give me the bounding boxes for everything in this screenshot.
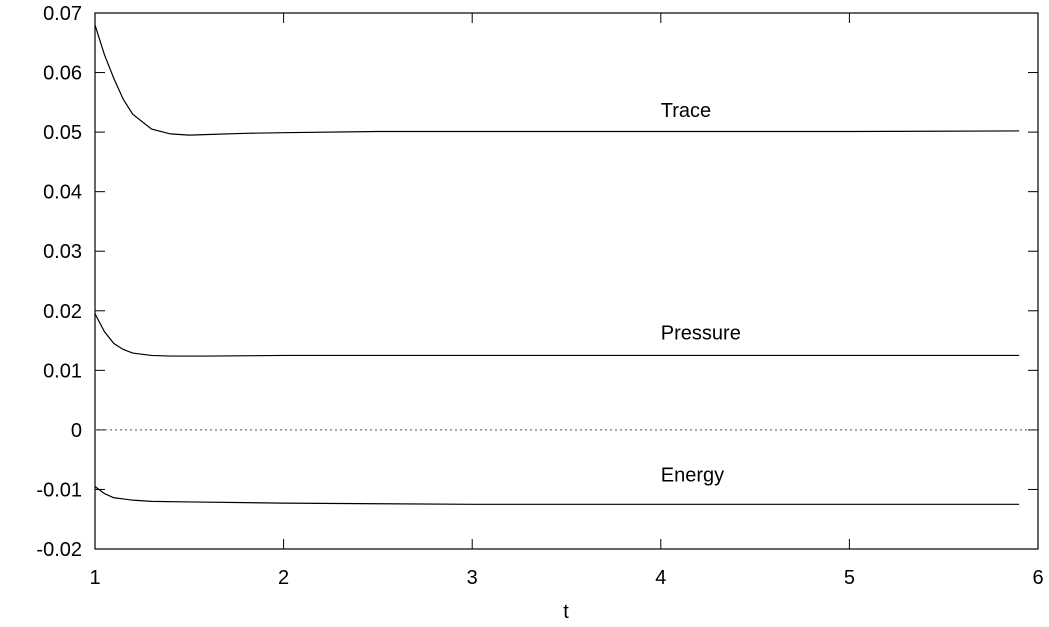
x-tick-label: 3 bbox=[467, 567, 478, 589]
x-tick-label: 1 bbox=[89, 567, 100, 589]
y-tick-label: 0 bbox=[71, 420, 82, 442]
y-tick-label: -0.02 bbox=[36, 539, 82, 561]
x-tick-label: 4 bbox=[655, 567, 666, 589]
series-line-pressure bbox=[94, 313, 1020, 357]
x-tick-label: 2 bbox=[278, 567, 289, 589]
curve-label-energy: Energy bbox=[661, 465, 724, 487]
series-lines bbox=[94, 24, 1020, 505]
y-tick-label: 0.01 bbox=[43, 360, 82, 382]
y-tick-label: 0.03 bbox=[43, 241, 82, 263]
x-tick-label: 5 bbox=[844, 567, 855, 589]
y-tick-label: 0.04 bbox=[43, 182, 82, 204]
series-line-energy bbox=[94, 485, 1020, 505]
curve-labels: Trace Pressure Energy bbox=[661, 100, 741, 486]
y-tick-label: 0.07 bbox=[43, 3, 82, 25]
plot-frame bbox=[94, 12, 1039, 550]
x-tick-label: 6 bbox=[1032, 567, 1043, 589]
x-axis-label: t bbox=[563, 601, 569, 623]
series-line-trace bbox=[94, 24, 1020, 136]
y-tick-label: 0.06 bbox=[43, 63, 82, 85]
y-tick-label: 0.02 bbox=[43, 301, 82, 323]
y-tick-label: -0.01 bbox=[36, 479, 82, 501]
curve-label-trace: Trace bbox=[661, 100, 711, 122]
y-tick-label: 0.05 bbox=[43, 122, 82, 144]
axes: -0.02 -0.01 0 0.01 0.02 0.03 0.04 0.05 0.06 0.07 1… bbox=[36, 3, 1043, 589]
curve-label-pressure: Pressure bbox=[661, 322, 741, 344]
